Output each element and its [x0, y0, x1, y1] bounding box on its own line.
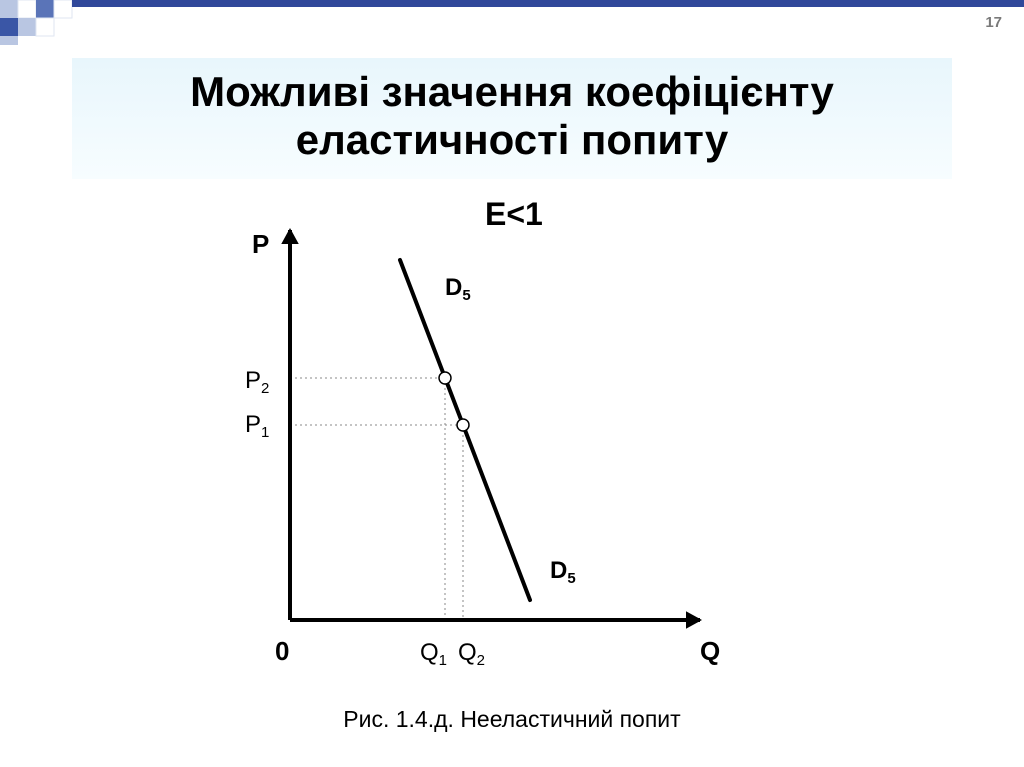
- slide: { "page_number": "17", "title_line1": "М…: [0, 0, 1024, 767]
- svg-text:0: 0: [275, 636, 289, 666]
- corner-decoration: [0, 0, 1024, 45]
- slide-title: Можливі значення коефіцієнту еластичност…: [72, 58, 952, 179]
- figure-caption: Рис. 1.4.д. Нееластичний попит: [0, 706, 1024, 733]
- svg-text:Q1: Q1: [420, 639, 447, 669]
- title-line-1: Можливі значення коефіцієнту: [72, 68, 952, 116]
- svg-text:P: P: [252, 229, 269, 259]
- svg-text:D5: D5: [445, 274, 471, 304]
- svg-text:Q: Q: [700, 636, 720, 666]
- elasticity-chart: E<1 P Q 0 D5 D5 P2 P1 Q1 Q2: [230, 200, 790, 720]
- svg-text:P1: P1: [245, 411, 269, 441]
- svg-text:E<1: E<1: [485, 200, 543, 232]
- title-line-2: еластичності попиту: [72, 116, 952, 164]
- svg-text:P2: P2: [245, 367, 269, 397]
- svg-text:D5: D5: [550, 557, 576, 587]
- page-number: 17: [985, 14, 1002, 31]
- svg-text:Q2: Q2: [458, 639, 485, 669]
